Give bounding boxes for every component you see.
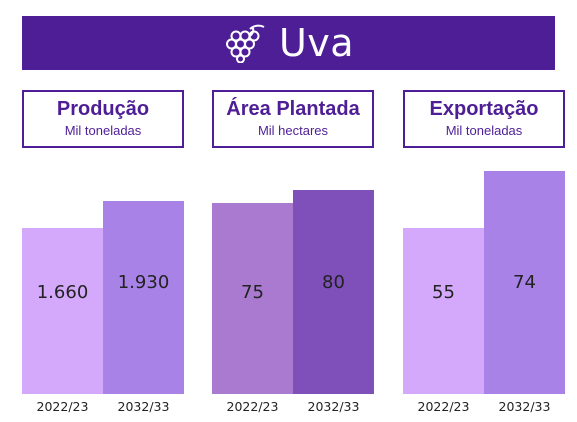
bar-value-label: 80 <box>322 271 345 293</box>
x-tick-label: 2032/33 <box>117 399 170 414</box>
chart-subtitle: Mil toneladas <box>445 123 523 138</box>
x-tick-label: 2032/33 <box>498 399 551 414</box>
chart-title: Produção <box>56 98 150 120</box>
header-banner: Uva <box>22 16 555 70</box>
production-chart: Produção Mil toneladas 1.660 1.930 2022/… <box>22 0 184 422</box>
x-tick-label: 2032/33 <box>307 399 360 414</box>
bar-value-label: 75 <box>241 281 264 303</box>
chart-title: Área Plantada <box>226 98 360 120</box>
chart-title-box: Exportação Mil toneladas <box>403 90 565 148</box>
bar-value-label: 1.930 <box>117 271 170 293</box>
export-chart: Exportação Mil toneladas 55 74 2022/23 2… <box>403 0 565 422</box>
chart-title-box: Área Plantada Mil hectares <box>212 90 374 148</box>
page-title: Uva <box>278 21 355 65</box>
planted-area-chart: Área Plantada Mil hectares 75 80 2022/23… <box>212 0 374 422</box>
bar-value-label: 74 <box>513 271 536 293</box>
chart-subtitle: Mil toneladas <box>64 123 142 138</box>
chart-subtitle: Mil hectares <box>257 123 329 138</box>
chart-title-box: Produção Mil toneladas <box>22 90 184 148</box>
bar-value-label: 1.660 <box>36 281 89 303</box>
x-tick-label: 2022/23 <box>417 399 470 414</box>
bar-2032-33: 1.930 <box>103 200 184 394</box>
x-tick-label: 2022/23 <box>226 399 279 414</box>
bar-2032-33: 80 <box>293 189 374 394</box>
bar-value-label: 55 <box>432 281 455 303</box>
bar-2022-23: 75 <box>212 202 293 394</box>
grapes-icon <box>225 24 265 63</box>
bar-2022-23: 1.660 <box>22 227 103 394</box>
chart-title: Exportação <box>429 98 539 120</box>
bar-2022-23: 55 <box>403 227 484 394</box>
bar-2032-33: 74 <box>484 170 565 394</box>
x-tick-label: 2022/23 <box>36 399 89 414</box>
